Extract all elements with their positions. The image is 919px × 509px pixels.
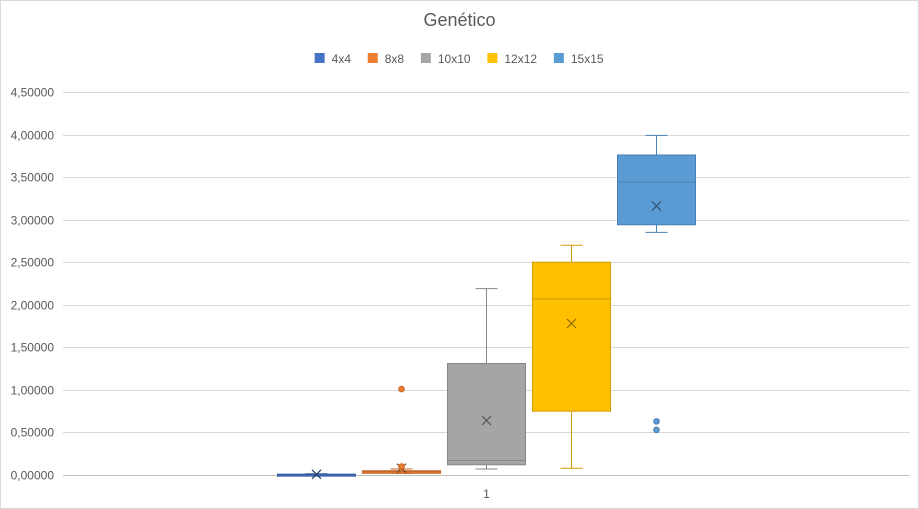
legend-label: 4x4 [332,52,352,66]
mean-marker [566,318,577,329]
box-plot-15x15 [617,134,696,434]
legend-label: 8x8 [385,52,405,66]
y-tick-label: 2,00000 [11,299,55,313]
legend-swatch [487,53,498,63]
box-plot-8x8 [362,385,441,474]
mean-marker [651,201,662,211]
mean-marker [311,469,322,480]
legend-label: 10x10 [438,52,471,66]
box-plot-10x10 [447,288,526,470]
legend-swatch [314,53,325,63]
y-tick-label: 1,00000 [11,384,55,398]
legend-swatch [420,53,431,63]
chart-title: Genético [423,10,495,30]
box-plot-4x4 [277,469,356,480]
y-tick-label: 2,50000 [11,256,55,270]
box-plots [277,134,696,480]
legend: 4x4 8x8 10x10 12x12 15x15 [314,52,604,66]
y-tick-label: 4,00000 [11,129,55,143]
legend-swatch [553,53,564,63]
legend-swatch [367,53,378,63]
box [447,363,526,466]
x-axis-categories: 1 [483,487,490,501]
box-plot-12x12 [532,244,611,469]
outlier-point [653,418,660,425]
x-category-label: 1 [483,487,490,501]
legend-label: 15x15 [571,52,604,66]
box [617,154,696,226]
y-tick-label: 0,50000 [11,426,55,440]
y-tick-label: 3,00000 [11,214,55,228]
outlier-point [398,463,405,470]
y-tick-label: 4,50000 [11,86,55,100]
y-axis-ticks: 0,00000 0,50000 1,00000 1,50000 2,00000 2,500… [11,86,55,483]
outlier-point [653,426,660,434]
mean-marker [481,415,492,426]
legend-label: 12x12 [504,52,537,66]
y-tick-label: 3,50000 [11,171,55,185]
y-tick-label: 0,00000 [11,469,55,483]
box [532,261,611,412]
outlier-point [398,385,405,393]
y-tick-label: 1,50000 [11,341,55,355]
